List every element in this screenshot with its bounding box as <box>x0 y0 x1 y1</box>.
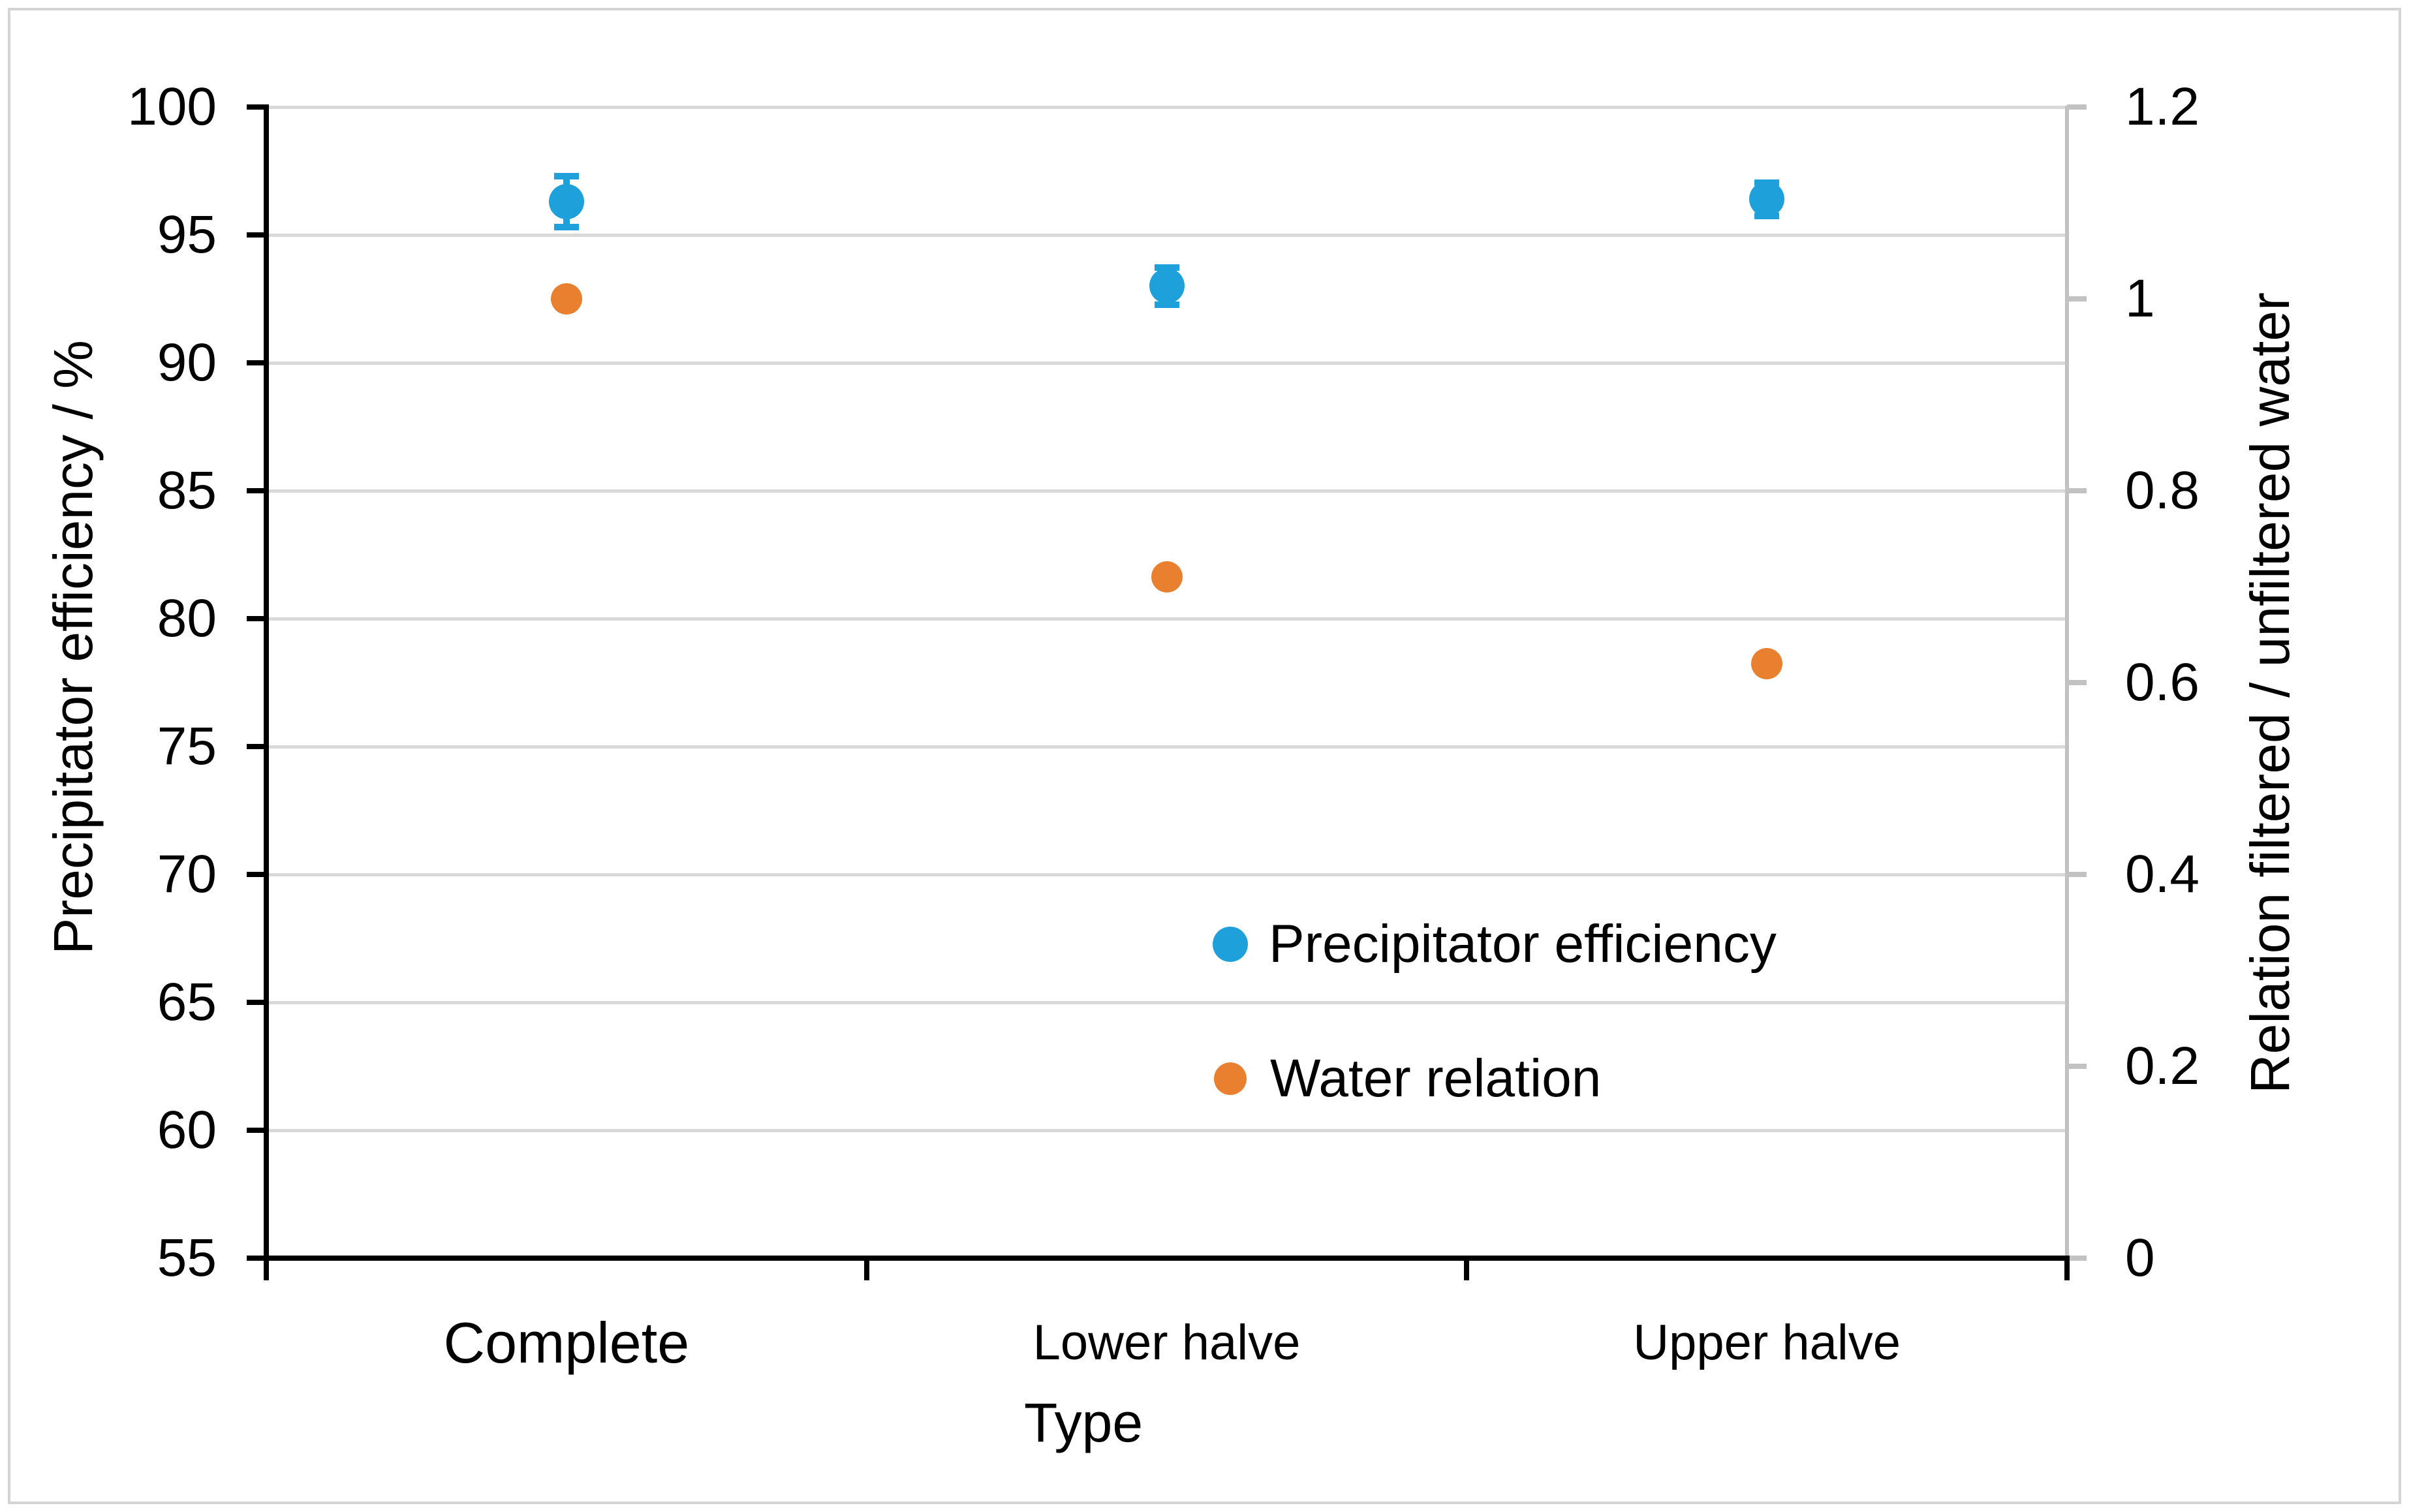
gridline <box>266 1129 2067 1132</box>
right-y-axis-tick <box>2067 296 2087 301</box>
error-bar-cap <box>1154 264 1179 271</box>
gridline <box>266 1001 2067 1004</box>
right-y-tick-label: 0.8 <box>2125 461 2199 520</box>
x-axis-tick <box>264 1258 269 1280</box>
legend-marker-orange-icon <box>1214 1062 1247 1096</box>
right-y-axis-tick <box>2067 872 2087 877</box>
right-y-tick-label: 1.2 <box>2125 77 2199 136</box>
data-point <box>550 283 582 315</box>
right-y-axis-labels: 1.2 1 0.8 0.6 0.4 0.2 0 <box>2125 0 2386 1512</box>
left-y-axis-line <box>264 104 269 1261</box>
gridline <box>266 617 2067 621</box>
left-y-axis-tick <box>247 616 266 621</box>
gridline <box>266 873 2067 876</box>
data-point <box>1751 647 1783 679</box>
right-y-tick-label: 0 <box>2125 1228 2155 1288</box>
left-y-tick-label: 80 <box>157 589 217 648</box>
left-y-axis-labels: 100 95 90 85 80 75 70 65 60 55 <box>0 0 217 1512</box>
left-y-tick-label: 70 <box>157 844 217 904</box>
left-y-axis-tick <box>247 1128 266 1133</box>
left-y-tick-label: 85 <box>157 461 217 520</box>
left-y-axis-tick <box>247 872 266 877</box>
left-y-tick-label: 90 <box>157 333 217 392</box>
legend-label: Water relation <box>1270 1049 1602 1108</box>
data-point <box>1749 181 1785 217</box>
legend-entry-precipitator-efficiency: Precipitator efficiency <box>1213 912 1777 976</box>
x-axis-line <box>247 1256 2070 1261</box>
data-point <box>548 184 584 220</box>
right-y-axis-tick <box>2067 104 2087 110</box>
x-axis-tick <box>2064 1258 2070 1280</box>
x-category-label: Complete <box>443 1310 690 1375</box>
left-y-tick-label: 55 <box>157 1228 217 1288</box>
error-bar-cap <box>553 172 579 179</box>
left-y-tick-label: 100 <box>127 77 217 136</box>
gridline <box>266 745 2067 748</box>
gridline <box>266 106 2067 109</box>
gridline <box>266 234 2067 237</box>
x-axis-title: Type <box>1023 1391 1143 1453</box>
gridline <box>266 489 2067 493</box>
legend-entry-water-relation: Water relation <box>1214 1047 1601 1111</box>
right-y-tick-label: 0.2 <box>2125 1036 2199 1096</box>
left-y-axis-tick <box>247 360 266 365</box>
left-y-tick-label: 65 <box>157 972 217 1032</box>
left-y-axis-tick <box>247 104 266 110</box>
left-y-axis-tick <box>247 488 266 493</box>
gridline <box>266 362 2067 365</box>
right-y-tick-label: 0.4 <box>2125 844 2199 904</box>
left-y-tick-label: 60 <box>157 1100 217 1160</box>
x-category-label: Upper halve <box>1633 1315 1901 1370</box>
right-y-tick-label: 0.6 <box>2125 653 2199 712</box>
left-y-tick-label: 95 <box>157 205 217 264</box>
error-bar-cap <box>553 224 579 231</box>
right-y-axis-tick <box>2067 680 2087 685</box>
left-y-tick-label: 75 <box>157 717 217 776</box>
right-y-axis-tick <box>2067 1064 2087 1069</box>
legend-marker-blue-icon <box>1213 927 1248 963</box>
x-axis-tick <box>863 1258 869 1280</box>
x-category-label: Lower halve <box>1033 1315 1301 1370</box>
left-y-axis-tick <box>247 232 266 238</box>
right-y-tick-label: 1 <box>2125 269 2155 328</box>
left-y-axis-tick <box>247 744 266 749</box>
right-y-axis-tick <box>2067 488 2087 493</box>
right-y-axis-tick <box>2067 1256 2087 1261</box>
data-point <box>1149 268 1185 304</box>
data-point <box>1151 561 1183 593</box>
error-bar-cap <box>1154 301 1179 308</box>
left-y-axis-tick <box>247 1000 266 1005</box>
legend-label: Precipitator efficiency <box>1269 914 1777 974</box>
x-axis-tick <box>1464 1258 1470 1280</box>
chart-border <box>8 8 2401 1504</box>
